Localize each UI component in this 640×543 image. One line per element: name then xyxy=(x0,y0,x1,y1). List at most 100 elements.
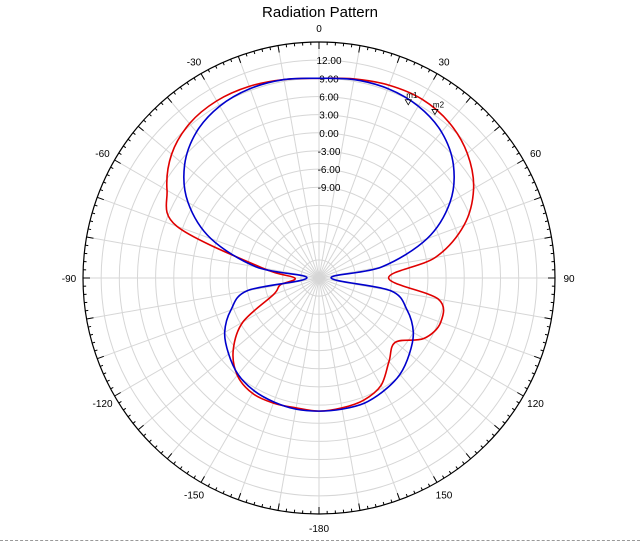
grid-spoke xyxy=(200,73,320,279)
angle-tick xyxy=(474,102,478,106)
angle-tick xyxy=(166,96,173,103)
grid-spoke xyxy=(318,56,401,279)
radial-labels: 12.00 9.00 6.00 3.00 0.00 -3.00 -6.00 -9.00 xyxy=(316,56,341,194)
angle-tick xyxy=(382,51,385,55)
radial-label: -3.00 xyxy=(318,147,341,158)
angle-tick xyxy=(544,333,549,336)
angle-label: -60 xyxy=(95,149,110,160)
angle-tick xyxy=(261,503,264,508)
angle-tick xyxy=(200,73,205,80)
angle-tick xyxy=(88,325,92,328)
angle-tick xyxy=(494,125,501,132)
grid-spoke xyxy=(114,277,320,397)
angle-tick xyxy=(374,503,377,508)
angle-tick xyxy=(465,96,472,103)
angle-tick xyxy=(405,58,408,63)
grid-spoke xyxy=(318,96,472,279)
angle-tick xyxy=(517,159,524,164)
angle-tick xyxy=(160,102,164,106)
angle-tick xyxy=(366,47,369,51)
radial-label: 3.00 xyxy=(319,111,339,122)
polar-grid xyxy=(83,42,555,514)
angle-tick xyxy=(524,166,528,170)
angle-tick xyxy=(486,113,490,117)
angle-tick xyxy=(193,475,196,479)
angle-tick xyxy=(455,466,459,470)
grid-spoke xyxy=(318,277,438,483)
angle-tick xyxy=(540,349,544,352)
angle-tick xyxy=(462,461,465,465)
grid-spoke xyxy=(277,45,320,279)
pattern-series xyxy=(165,77,475,412)
angle-tick xyxy=(143,433,147,437)
angle-tick xyxy=(420,65,423,69)
grid-spoke xyxy=(237,56,320,279)
angle-tick xyxy=(99,364,104,367)
grid-spoke xyxy=(237,277,320,500)
angle-tick xyxy=(207,483,211,487)
angle-tick xyxy=(382,501,385,505)
angle-tick xyxy=(462,91,465,95)
angle-tick xyxy=(237,56,242,63)
angle-tick xyxy=(222,62,225,66)
angle-tick xyxy=(442,77,445,81)
angle-tick xyxy=(442,475,445,479)
angle-tick xyxy=(215,487,218,491)
angle-tick xyxy=(427,69,431,73)
angle-tick xyxy=(230,58,233,63)
angle-tick xyxy=(358,45,361,53)
angle-tick xyxy=(269,47,272,51)
marker-symbol xyxy=(404,99,412,106)
markers: m1 m2 xyxy=(404,91,445,116)
radial-label: -6.00 xyxy=(318,165,341,176)
grid-spoke xyxy=(166,96,320,279)
angle-tick xyxy=(358,503,361,511)
angle-tick xyxy=(544,220,549,223)
angle-tick xyxy=(179,86,183,90)
angle-tick xyxy=(143,119,147,123)
angle-tick xyxy=(502,132,506,135)
angle-tick xyxy=(528,379,532,382)
angle-tick xyxy=(448,82,452,86)
series-line xyxy=(183,77,455,412)
radial-label: 9.00 xyxy=(319,74,339,85)
angle-tick xyxy=(94,349,98,352)
angle-tick xyxy=(154,107,158,111)
angle-tick xyxy=(507,138,511,142)
angle-tick xyxy=(173,91,176,95)
angle-tick xyxy=(534,364,539,367)
angle-tick xyxy=(106,174,110,177)
grid-spoke xyxy=(318,45,361,279)
angle-tick xyxy=(474,450,478,454)
angle-tick xyxy=(413,62,416,66)
angle-tick xyxy=(89,333,94,336)
angle-label: -120 xyxy=(92,399,112,410)
angle-tick xyxy=(166,453,173,460)
angle-tick xyxy=(230,493,233,498)
angle-tick xyxy=(261,48,264,53)
bottom-divider xyxy=(0,540,640,542)
angle-tick xyxy=(110,386,114,390)
angle-tick xyxy=(253,51,256,55)
angle-tick xyxy=(540,204,544,207)
angle-tick xyxy=(186,82,190,86)
grid-spoke xyxy=(114,159,320,279)
angle-tick xyxy=(215,65,218,69)
angle-tick xyxy=(544,236,552,239)
angle-tick xyxy=(534,189,539,192)
angle-tick xyxy=(491,119,495,123)
grid-spoke xyxy=(86,236,320,279)
angle-tick xyxy=(531,372,535,375)
angle-tick xyxy=(511,145,515,149)
angle-label: 150 xyxy=(436,491,453,502)
angle-tick xyxy=(186,470,190,474)
grid-spoke xyxy=(318,277,552,320)
grid-spoke xyxy=(318,196,541,279)
angle-tick xyxy=(405,493,408,498)
angle-tick xyxy=(127,138,131,142)
angle-tick xyxy=(86,236,94,239)
angle-tick xyxy=(207,69,211,73)
angle-tick xyxy=(546,325,550,328)
angle-tick xyxy=(413,490,416,494)
angle-tick xyxy=(114,392,121,397)
